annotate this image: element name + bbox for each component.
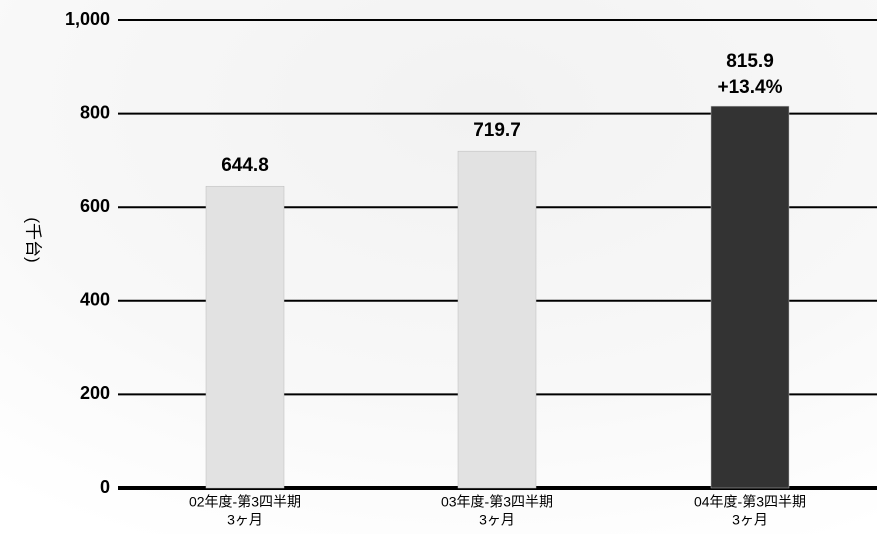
change-label: +13.4% [718,77,783,98]
y-tick-label: 200 [80,383,110,403]
value-label: 719.7 [473,120,521,141]
x-tick-label: 03年度-第3四半期 [441,494,553,510]
x-tick-label: 04年度-第3四半期 [694,494,806,510]
x-tick-label: 3ヶ月 [227,512,263,528]
x-tick-label: 3ヶ月 [479,512,515,528]
y-tick-label: 1,000 [65,9,110,29]
x-tick-label: 02年度-第3四半期 [189,494,301,510]
y-tick-label: 600 [80,196,110,216]
bar [710,105,790,489]
y-axis-label: (千台) [24,217,43,262]
y-tick-label: 800 [80,102,110,122]
value-label: 815.9 [726,51,774,72]
bar [205,185,285,489]
value-label: 644.8 [221,155,269,176]
y-tick-label: 0 [100,477,110,497]
x-tick-label: 3ヶ月 [732,512,768,528]
bar [457,150,537,489]
y-tick-label: 400 [80,290,110,310]
